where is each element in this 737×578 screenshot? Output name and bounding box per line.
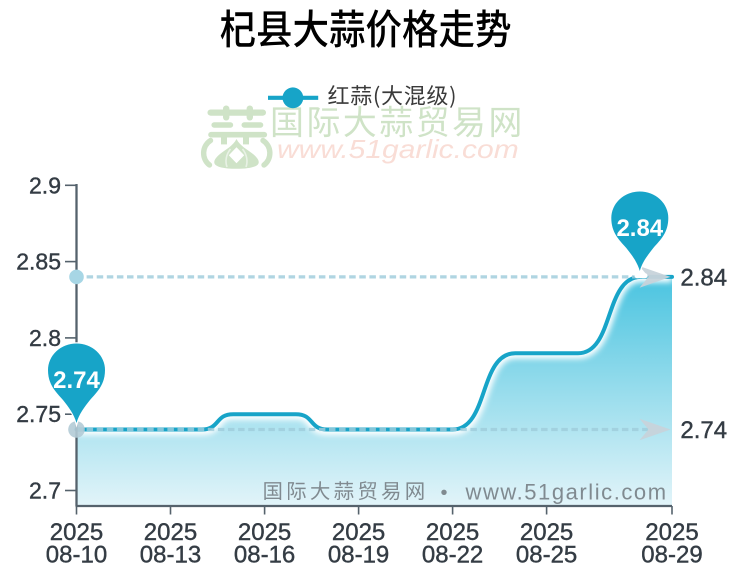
- svg-text:2.75: 2.75: [16, 401, 61, 427]
- svg-text:2025: 2025: [144, 519, 197, 546]
- svg-text:08-25: 08-25: [516, 542, 577, 569]
- svg-text:www.51garlic.com: www.51garlic.com: [277, 135, 519, 164]
- svg-text:2.85: 2.85: [16, 249, 61, 275]
- svg-text:2025: 2025: [50, 519, 103, 546]
- svg-text:2.84: 2.84: [680, 265, 727, 292]
- svg-text:08-19: 08-19: [328, 542, 389, 569]
- svg-text:08-13: 08-13: [140, 542, 201, 569]
- svg-text:2025: 2025: [426, 519, 479, 546]
- svg-text:2.9: 2.9: [29, 172, 61, 198]
- svg-text:2.74: 2.74: [53, 367, 100, 394]
- svg-text:2.74: 2.74: [680, 417, 727, 444]
- svg-text:08-29: 08-29: [641, 542, 702, 569]
- svg-text:2025: 2025: [238, 519, 291, 546]
- svg-text:2.7: 2.7: [29, 478, 61, 504]
- svg-text:08-16: 08-16: [234, 542, 295, 569]
- svg-text:2025: 2025: [645, 519, 698, 546]
- svg-text:www.51garlic.com: www.51garlic.com: [465, 480, 668, 505]
- svg-text:2.8: 2.8: [29, 325, 61, 351]
- svg-text:2025: 2025: [332, 519, 385, 546]
- svg-text:2025: 2025: [520, 519, 573, 546]
- svg-text:08-22: 08-22: [422, 542, 483, 569]
- svg-text:2.84: 2.84: [616, 215, 663, 242]
- svg-text:08-10: 08-10: [46, 542, 107, 569]
